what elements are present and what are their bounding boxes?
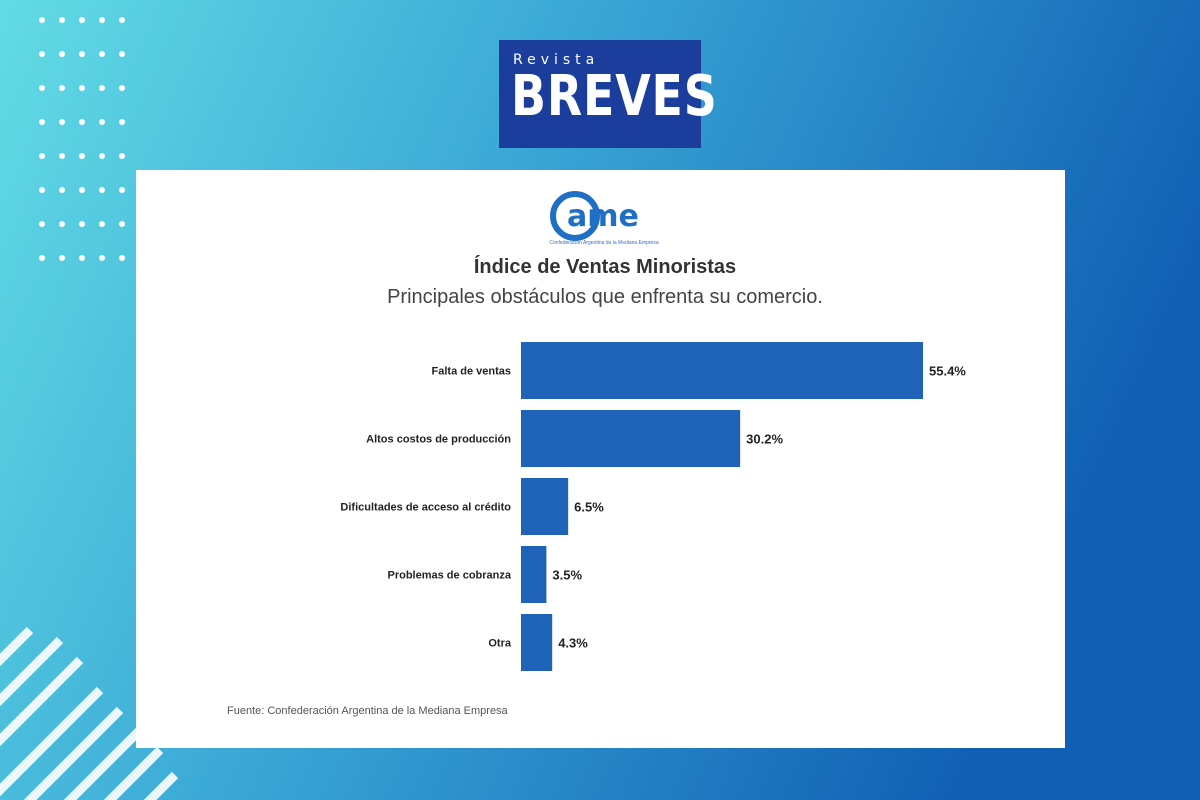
decorative-dot [99, 85, 105, 91]
decorative-dot [59, 153, 65, 159]
decorative-dot [99, 119, 105, 125]
value-label: 4.3% [558, 636, 588, 651]
decorative-dot [99, 221, 105, 227]
decorative-dot [119, 51, 125, 57]
chart-subtitle: Principales obstáculos que enfrenta su c… [387, 286, 823, 308]
decorative-dot [59, 119, 65, 125]
bar [521, 410, 741, 467]
bar [521, 478, 569, 535]
decorative-dot [99, 17, 105, 23]
came-logo: ame [550, 191, 639, 241]
decorative-dot [39, 187, 45, 193]
decorative-stripes [0, 626, 179, 800]
decorative-dot [79, 187, 85, 193]
decorative-dot [39, 17, 45, 23]
category-label: Problemas de cobranza [388, 570, 512, 582]
decorative-dot [99, 255, 105, 261]
decorative-dot [59, 51, 65, 57]
decorative-dot [119, 119, 125, 125]
value-label: 30.2% [746, 432, 783, 447]
decorative-dot [79, 85, 85, 91]
decorative-dot [59, 85, 65, 91]
bar [521, 614, 553, 671]
decorative-dot [39, 119, 45, 125]
decorative-dot [119, 255, 125, 261]
decorative-dot [59, 221, 65, 227]
decorative-dot [119, 187, 125, 193]
decorative-dot [119, 17, 125, 23]
decorative-dot-grid [39, 17, 125, 261]
decorative-dot [119, 85, 125, 91]
category-label: Falta de ventas [432, 366, 511, 378]
value-label: 6.5% [574, 500, 604, 515]
decorative-dot [59, 17, 65, 23]
decorative-dot [39, 85, 45, 91]
decorative-dot [39, 221, 45, 227]
decorative-dot [99, 187, 105, 193]
decorative-dot [79, 221, 85, 227]
decorative-dot [59, 187, 65, 193]
decorative-dot [119, 221, 125, 227]
chart-title: Índice de Ventas Minoristas [473, 256, 737, 278]
category-label: Dificultades de acceso al crédito [340, 502, 511, 514]
came-logo-ring [550, 191, 600, 241]
decorative-dot [59, 255, 65, 261]
decorative-dot [79, 153, 85, 159]
decorative-dot [39, 255, 45, 261]
logo-small-text: Revista [513, 52, 600, 68]
bar-chart: Falta de ventas 55.4% Altos costos de prod… [340, 342, 966, 671]
bar [521, 342, 923, 399]
bar [521, 546, 547, 603]
decorative-dot [79, 255, 85, 261]
chart-source: Fuente: Confederación Argentina de la Me… [227, 705, 508, 717]
decorative-dot [79, 119, 85, 125]
decorative-dot [39, 51, 45, 57]
decorative-dot [119, 153, 125, 159]
decorative-dot [99, 153, 105, 159]
decorative-dot [79, 51, 85, 57]
value-label: 3.5% [552, 568, 582, 583]
value-label: 55.4% [929, 364, 966, 379]
revista-breves-logo: Revista BREVES [499, 40, 717, 148]
category-label: Altos costos de producción [366, 434, 511, 446]
came-logo-subtext: Confederación Argentina de la Mediana Em… [549, 240, 659, 246]
decorative-dot [79, 17, 85, 23]
decorative-dot [99, 51, 105, 57]
category-label: Otra [488, 638, 512, 650]
decorative-dot [39, 153, 45, 159]
came-logo-text: ame [567, 199, 639, 234]
logo-big-text: BREVES [511, 64, 718, 129]
